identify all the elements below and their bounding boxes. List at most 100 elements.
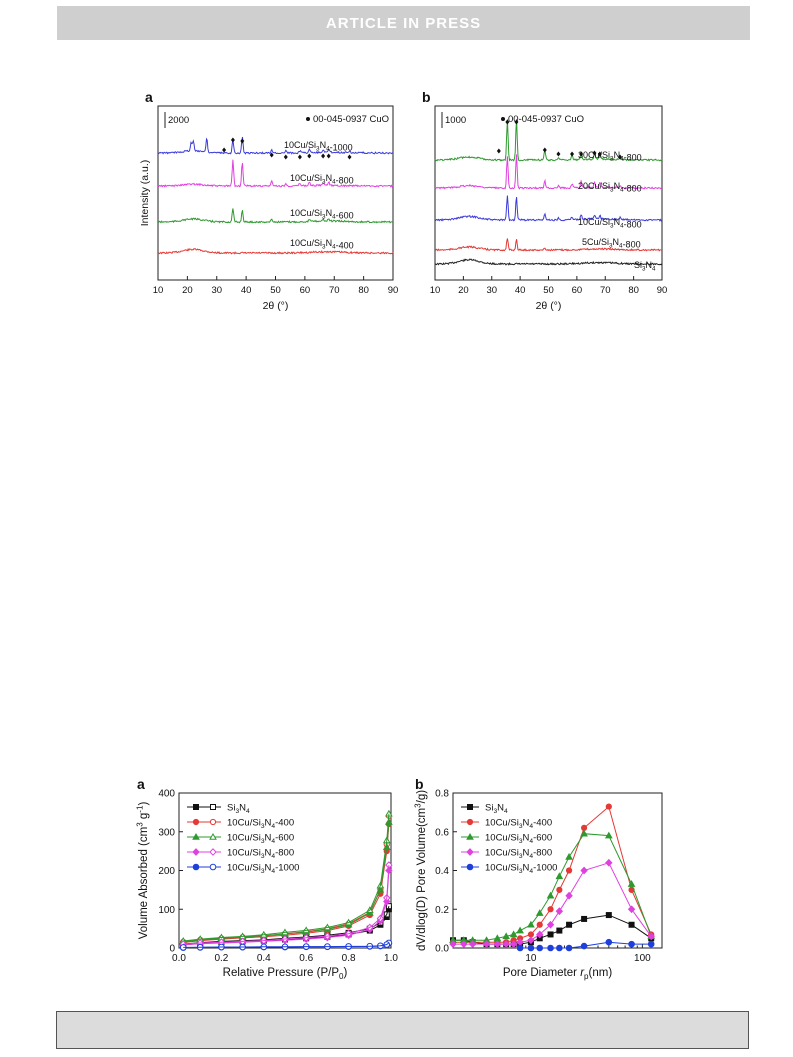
- data-point-marker: [546, 920, 555, 929]
- x-tick-label: 20: [458, 285, 469, 296]
- panel-letter: a: [145, 89, 153, 105]
- x-tick-label: 10: [525, 953, 537, 964]
- data-point-marker: [193, 804, 199, 810]
- axis-or-legend-label: 10Cu/Si3N4-600: [485, 833, 552, 846]
- data-point-marker: [192, 818, 200, 826]
- panel-letter: b: [422, 89, 431, 105]
- data-point-marker: [565, 891, 573, 900]
- data-point-marker: [604, 831, 613, 839]
- data-point-marker: [192, 832, 200, 840]
- data-point-marker: [627, 880, 636, 887]
- series-line-desorption: [183, 813, 390, 942]
- xrd-series-label: 10Cu/Si3N4-600: [290, 208, 354, 220]
- cuo-peak-marker: [556, 151, 561, 157]
- xrd-series-line: [157, 159, 394, 188]
- cuo-peak-marker: [514, 119, 519, 125]
- xrd-series-label: 10Cu/Si3N4-400: [290, 238, 354, 250]
- data-point-marker: [581, 915, 588, 922]
- scale-bar-label: 1000: [445, 115, 466, 126]
- axis-or-legend-label: 10Cu/Si3N4-400: [227, 818, 294, 831]
- data-point-marker: [209, 832, 217, 840]
- data-point-marker: [546, 891, 555, 899]
- x-tick-label: 80: [358, 285, 369, 296]
- data-point-marker: [555, 907, 564, 916]
- data-point-marker: [605, 803, 612, 810]
- y-tick-label: 0.6: [435, 827, 449, 838]
- scale-bar-label: 2000: [168, 115, 189, 126]
- x-tick-label: 70: [600, 285, 611, 296]
- data-point-marker: [466, 818, 474, 826]
- x-tick-label: 1.0: [384, 953, 398, 964]
- cuo-peak-marker: [597, 151, 602, 157]
- x-tick-label: 0.2: [214, 953, 228, 964]
- cuo-peak-marker: [269, 152, 274, 158]
- data-point-marker: [580, 829, 588, 837]
- x-tick-label: 20: [182, 285, 193, 296]
- x-tick-label: 30: [486, 285, 497, 296]
- x-tick-label: 0.4: [257, 953, 271, 964]
- data-point-marker: [509, 940, 518, 949]
- data-point-marker: [460, 940, 468, 949]
- axis-or-legend-label: Si3N4: [485, 803, 508, 816]
- x-axis-label: 2θ (°): [263, 300, 289, 312]
- data-point-marker: [535, 909, 544, 916]
- y-tick-label: 200: [158, 866, 175, 877]
- y-tick-label: 100: [158, 905, 175, 916]
- data-point-marker: [605, 912, 612, 919]
- data-point-marker: [580, 942, 588, 950]
- x-tick-label: 70: [329, 285, 340, 296]
- cuo-peak-marker: [347, 154, 352, 160]
- cuo-legend-marker: [501, 117, 505, 121]
- series-line-desorption: [183, 865, 390, 945]
- cuo-peak-marker: [592, 150, 597, 156]
- y-tick-label: 0.8: [435, 789, 449, 800]
- data-point-marker: [536, 921, 543, 928]
- data-point-marker: [536, 930, 544, 939]
- series-line-desorption: [183, 942, 390, 948]
- cuo-peak-marker: [321, 153, 326, 159]
- cuo-peak-marker: [222, 147, 227, 153]
- data-point-marker: [647, 940, 655, 948]
- data-point-marker: [556, 927, 563, 934]
- x-tick-label: 90: [388, 285, 399, 296]
- article-in-press-banner: ARTICLE IN PRESS: [57, 6, 750, 40]
- cuo-legend-label: 00-045-0937 CuO: [508, 114, 584, 125]
- x-axis-label: 2θ (°): [536, 300, 562, 312]
- data-point-marker: [527, 931, 535, 938]
- x-tick-label: 100: [634, 953, 651, 964]
- cuo-peak-marker: [307, 153, 312, 159]
- data-point-marker: [555, 872, 564, 880]
- cuo-peak-marker: [240, 138, 245, 144]
- data-point-marker: [556, 886, 563, 893]
- data-point-marker: [493, 940, 502, 949]
- axis-or-legend-label: Si3N4: [227, 803, 250, 816]
- cuo-peak-marker: [505, 119, 510, 125]
- x-tick-label: 10: [153, 285, 164, 296]
- xrd-series-label: 30Cu/Si3N4-800: [578, 150, 642, 162]
- x-tick-label: 40: [515, 285, 526, 296]
- data-point-marker: [556, 944, 563, 952]
- data-point-marker: [605, 938, 613, 946]
- data-point-marker: [536, 944, 544, 952]
- series-line: [453, 914, 652, 945]
- data-point-marker: [210, 804, 216, 810]
- cuo-peak-marker: [326, 153, 331, 159]
- axis-or-legend-label: 10Cu/Si3N4-800: [485, 848, 552, 861]
- data-point-marker: [527, 936, 535, 945]
- y-axis-label: Intensity (a.u.): [139, 160, 151, 227]
- x-tick-label: 60: [300, 285, 311, 296]
- xrd-series-label: 10Cu/Si3N4-800: [290, 173, 354, 185]
- axis-or-legend-label: Pore Diameter rp(nm): [503, 967, 612, 981]
- cuo-peak-marker: [283, 154, 288, 160]
- data-point-marker: [502, 932, 511, 940]
- data-point-marker: [580, 866, 588, 875]
- xrd-series-label: 10Cu/Si3N4-800: [578, 217, 642, 229]
- xrd-series-line: [434, 238, 663, 252]
- axis-or-legend-label: Relative Pressure (P/P0): [223, 967, 348, 981]
- data-point-marker: [192, 848, 200, 856]
- data-point-marker: [509, 930, 518, 938]
- xrd-series-line: [157, 136, 394, 155]
- x-tick-label: 30: [211, 285, 222, 296]
- data-point-marker: [466, 848, 474, 856]
